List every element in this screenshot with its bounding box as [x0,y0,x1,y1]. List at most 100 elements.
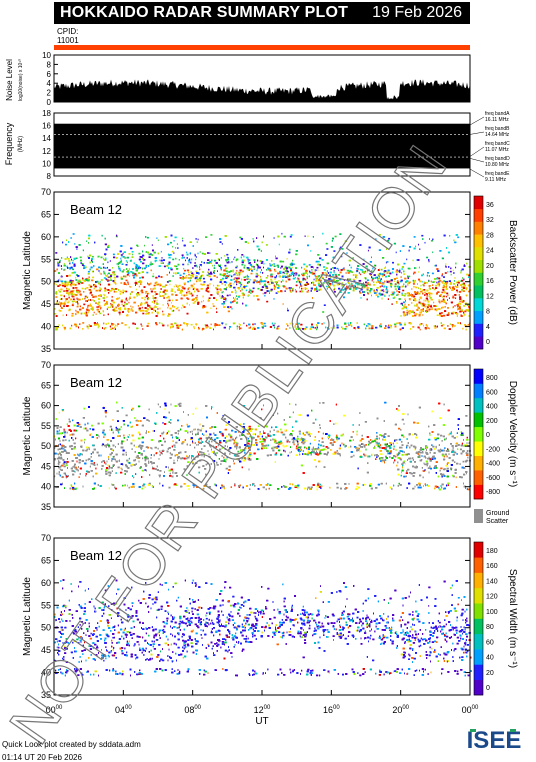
data-pixel [441,325,443,327]
data-pixel [68,310,70,312]
data-pixel [104,277,106,279]
data-pixel [134,263,135,265]
data-pixel [426,257,428,259]
data-pixel [355,329,356,331]
data-pixel [430,293,432,295]
data-pixel [390,294,391,296]
data-pixel [461,270,462,272]
data-pixel [447,307,449,309]
data-pixel [147,293,148,295]
data-pixel [80,306,81,308]
data-pixel [75,277,76,279]
data-pixel [80,257,82,259]
data-pixel [261,261,263,263]
data-pixel [158,276,160,278]
data-pixel [136,328,138,330]
data-pixel [240,286,241,288]
data-pixel [161,251,162,253]
data-pixel [172,259,174,261]
data-pixel [245,241,247,243]
data-pixel [418,287,419,289]
data-pixel [146,272,148,274]
data-pixel [186,275,187,277]
data-pixel [434,327,436,329]
data-pixel [129,275,130,277]
data-pixel [415,246,416,248]
data-pixel [163,291,165,293]
data-pixel [310,250,311,252]
data-pixel [235,292,236,294]
data-pixel [73,299,75,301]
data-pixel [392,292,393,294]
data-pixel [88,271,90,273]
data-pixel [84,298,85,300]
data-pixel [225,268,227,270]
data-pixel [108,276,109,278]
data-pixel [100,307,102,309]
data-pixel [395,288,397,290]
data-pixel [169,262,171,264]
data-pixel [213,305,215,307]
data-pixel [186,277,187,279]
data-pixel [103,258,104,260]
data-pixel [286,273,288,275]
data-pixel [229,262,230,264]
data-pixel [56,284,57,286]
data-pixel [148,313,149,315]
data-pixel [451,274,452,276]
data-pixel [225,284,226,286]
data-pixel [163,259,165,261]
data-pixel [107,274,108,276]
data-pixel [238,281,239,283]
data-pixel [82,322,84,324]
data-pixel [404,324,406,326]
data-pixel [405,323,406,325]
data-pixel [234,257,235,259]
data-pixel [253,238,254,240]
data-pixel [105,259,106,261]
data-pixel [414,286,415,288]
data-pixel [201,288,203,290]
data-pixel [239,323,240,325]
data-pixel [464,324,466,326]
data-pixel [90,299,91,301]
data-pixel [233,283,234,285]
data-pixel [165,293,167,295]
data-pixel [117,253,119,255]
data-pixel [217,285,218,287]
data-pixel [443,280,445,282]
data-pixel [117,323,119,325]
data-pixel [94,242,95,244]
data-pixel [61,275,62,277]
data-pixel [403,283,404,285]
freq-tick-label: 18 [42,109,51,118]
data-pixel [437,283,439,285]
data-pixel [130,296,131,298]
data-pixel [198,239,199,241]
data-pixel [463,279,464,281]
data-pixel [194,283,195,285]
data-pixel [158,253,159,255]
data-pixel [228,271,230,273]
data-pixel [411,288,412,290]
data-pixel [403,313,405,315]
data-pixel [108,273,110,275]
data-pixel [454,280,455,282]
data-pixel [437,314,439,316]
data-pixel [440,294,442,296]
data-pixel [388,325,389,327]
freq-band-pointer [470,132,484,134]
data-pixel [197,295,198,297]
data-pixel [161,262,163,264]
data-pixel [144,268,146,270]
data-pixel [283,303,284,305]
data-pixel [54,313,56,315]
data-pixel [257,288,259,290]
freq-sublabel: (MHz) [18,136,24,152]
data-pixel [212,265,213,267]
data-pixel [429,238,430,240]
data-pixel [446,293,448,295]
data-pixel [66,290,68,292]
data-pixel [420,312,422,314]
data-pixel [203,278,205,280]
